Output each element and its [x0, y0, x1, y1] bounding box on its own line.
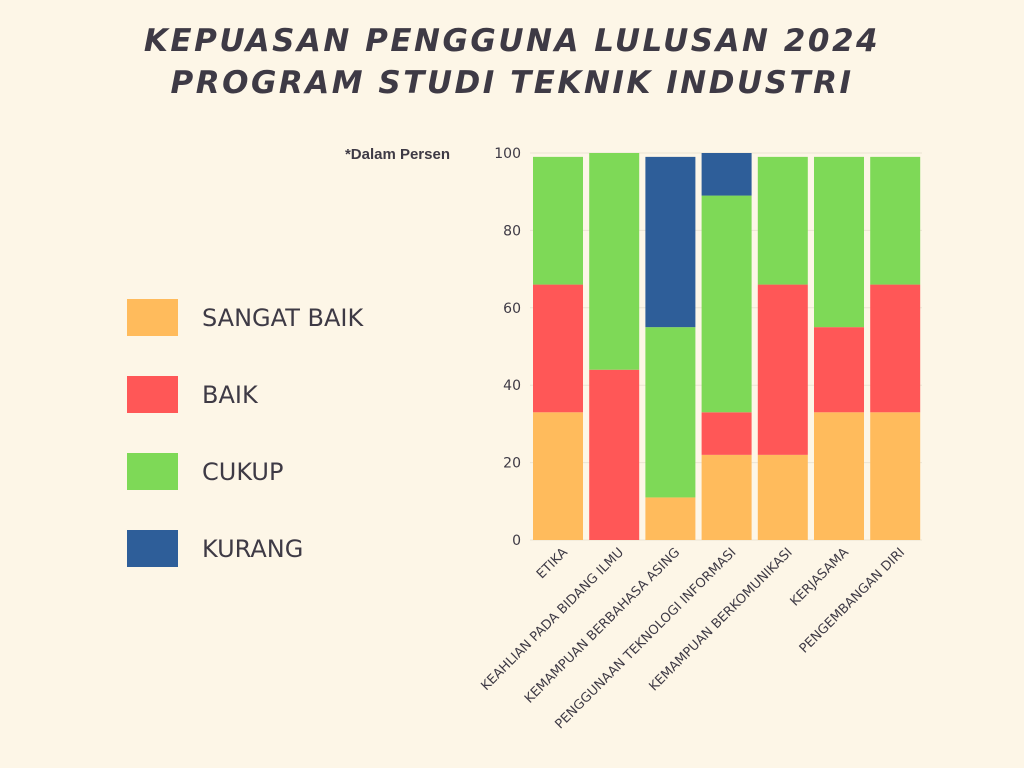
bar-segment — [701, 412, 752, 455]
legend-label-sangat-baik: SANGAT BAIK — [202, 304, 364, 332]
legend-item-kurang: KURANG — [127, 530, 427, 567]
bar-segment — [757, 454, 808, 540]
legend-swatch-kurang — [127, 530, 178, 567]
y-tick-label: 40 — [503, 378, 521, 394]
y-tick-label: 0 — [512, 533, 521, 549]
bar-segment — [757, 284, 808, 455]
bar-segment — [645, 327, 696, 498]
bar-segment — [701, 454, 752, 540]
legend-label-kurang: KURANG — [202, 535, 304, 563]
y-tick-label: 20 — [503, 456, 521, 472]
bar-segment — [701, 195, 752, 413]
bar-segment — [589, 153, 640, 370]
unit-note: *Dalam Persen — [344, 146, 450, 163]
legend-swatch-baik — [127, 376, 178, 413]
bar-segment — [533, 412, 583, 540]
legend-label-cukup: CUKUP — [202, 458, 284, 486]
bar-segment — [814, 412, 864, 540]
bar-segment — [870, 156, 921, 285]
x-tick-label: ETIKA — [534, 545, 571, 582]
bar-segment — [870, 284, 921, 413]
y-tick-label: 100 — [494, 146, 521, 162]
legend-item-cukup: CUKUP — [127, 453, 427, 490]
legend-item-sangat-baik: SANGAT BAIK — [127, 299, 427, 336]
y-tick-label: 60 — [503, 301, 521, 317]
bar-segment — [814, 327, 864, 413]
chart-title-line2: PROGRAM STUDI TEKNIK INDUSTRI — [170, 65, 854, 101]
chart-title: KEPUASAN PENGGUNA LULUSAN 2024 PROGRAM S… — [0, 20, 1024, 104]
bar-segment — [533, 284, 583, 413]
chart-title-line1: KEPUASAN PENGGUNA LULUSAN 2024 — [143, 23, 881, 59]
y-tick-label: 80 — [503, 223, 521, 239]
bar-segment — [870, 412, 921, 540]
bar-segment — [533, 156, 583, 285]
legend-swatch-cukup — [127, 453, 178, 490]
legend-label-baik: BAIK — [202, 381, 258, 409]
x-tick-label: PENGEMBANGAN DIRI — [797, 545, 908, 656]
bar-segment — [814, 156, 864, 328]
legend-item-baik: BAIK — [127, 376, 427, 413]
bar-segment — [645, 497, 696, 540]
bar-segment — [701, 153, 752, 196]
bar-segment — [757, 156, 808, 285]
legend-swatch-sangat-baik — [127, 299, 178, 336]
bar-segment — [645, 156, 696, 328]
bar-segment — [589, 369, 640, 540]
